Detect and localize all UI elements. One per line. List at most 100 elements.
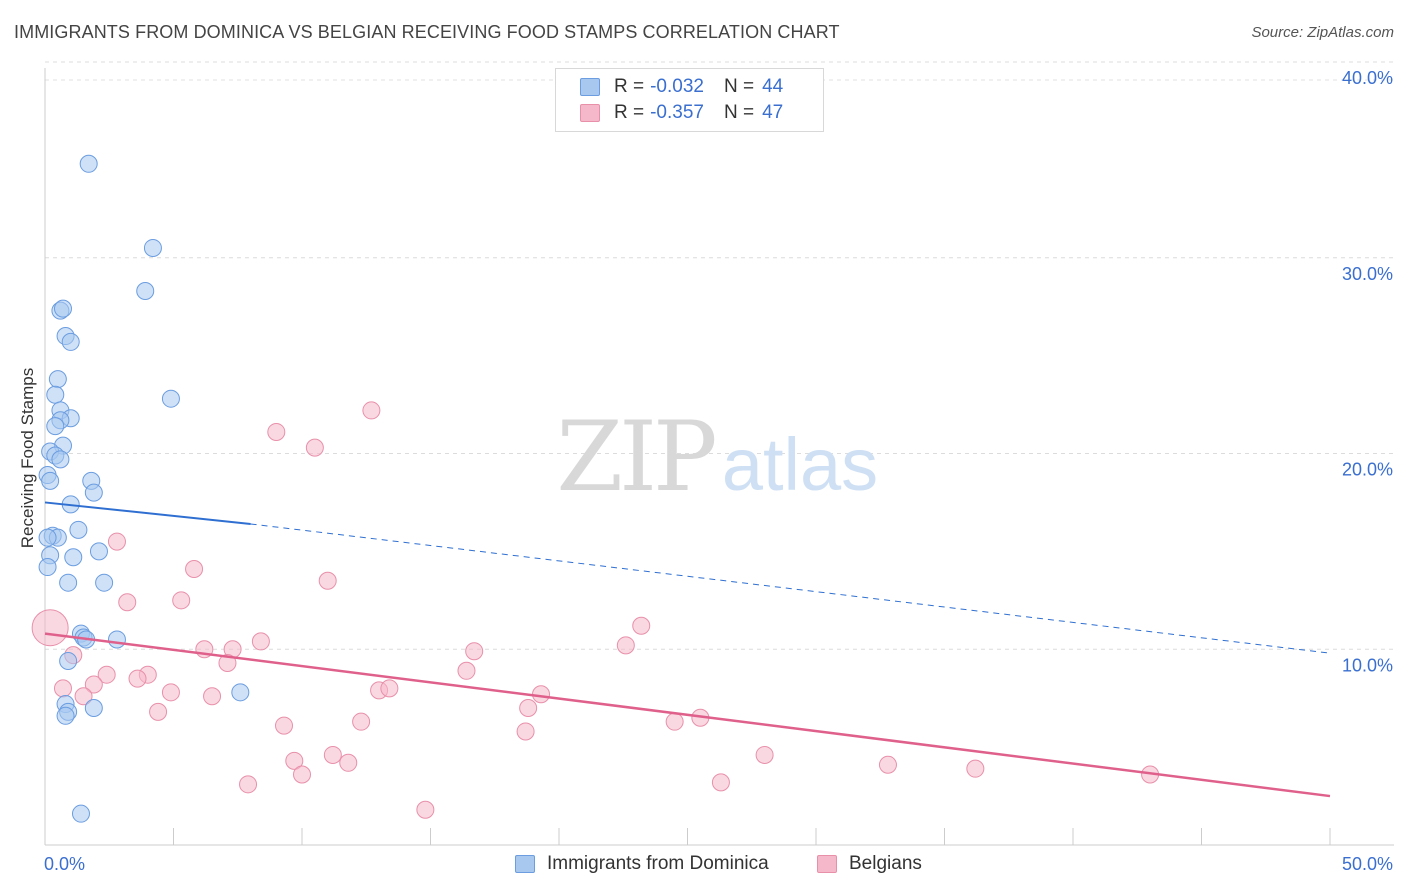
point-dominica [46, 385, 65, 404]
point-belgians [149, 702, 168, 721]
point-belgians [118, 593, 137, 612]
y-tick-label: 40.0% [1342, 68, 1393, 88]
point-dominica [51, 450, 70, 469]
point-dominica [95, 573, 114, 592]
trend-lines [44, 501, 1331, 798]
point-dominica [41, 471, 60, 490]
point-belgians [532, 685, 551, 704]
point-belgians [203, 687, 222, 706]
legend-row-dominica: R = -0.032 N = 44 [580, 75, 783, 99]
legend-r-value: -0.357 [650, 102, 704, 123]
point-belgians [878, 755, 897, 774]
point-dominica [79, 154, 98, 173]
point-belgians [161, 683, 180, 702]
legend-n-label: N = [723, 76, 755, 97]
point-dominica [84, 698, 103, 717]
point-dominica [136, 282, 155, 301]
point-belgians [318, 571, 337, 590]
bottom-legend-swatch-belgians [817, 855, 837, 873]
bottom-legend-dominica: Immigrants from Dominica [515, 852, 769, 876]
legend-swatch-dominica [580, 78, 600, 96]
bottom-legend-swatch-dominica [515, 855, 535, 873]
point-belgians [519, 698, 538, 717]
point-belgians [74, 687, 93, 706]
point-dominica [231, 683, 250, 702]
point-dominica [56, 706, 75, 725]
point-belgians [285, 751, 304, 770]
point-dominica [61, 332, 80, 351]
point-belgians [380, 679, 399, 698]
x-tick-label-max: 50.0% [1342, 854, 1393, 874]
point-belgians [305, 438, 324, 457]
y-tick-label: 10.0% [1342, 655, 1393, 675]
point-belgians [293, 765, 311, 784]
point-dominica [71, 804, 90, 823]
legend-n-label: N = [723, 102, 755, 123]
watermark-atlas: atlas [722, 423, 878, 506]
point-belgians [352, 712, 371, 731]
point-dominica [84, 483, 103, 502]
point-dominica [53, 299, 72, 318]
y-tick-label: 20.0% [1342, 460, 1393, 480]
point-belgians [185, 559, 204, 578]
trend-line-dominica-solid [44, 501, 251, 525]
point-belgians [97, 665, 116, 684]
point-belgians [665, 712, 684, 731]
watermark: ZIP atlas [556, 401, 878, 513]
point-belgians [711, 773, 730, 792]
tick-labels: 10.0% 20.0% 30.0% 40.0% 0.0% 50.0% [44, 68, 1393, 874]
trend-line-belgians [44, 632, 1331, 798]
series-belgians-points [31, 401, 1160, 819]
chart-title: IMMIGRANTS FROM DOMINICA VS BELGIAN RECE… [14, 22, 840, 42]
legend-swatch-belgians [580, 104, 600, 122]
point-dominica [161, 389, 180, 408]
point-belgians [218, 653, 237, 672]
point-belgians [31, 609, 69, 647]
point-dominica [48, 370, 67, 389]
point-belgians [239, 775, 258, 794]
point-dominica [89, 542, 108, 561]
point-belgians [632, 616, 651, 635]
legend-r-label: R = [614, 102, 645, 123]
point-dominica [46, 417, 65, 436]
point-belgians [275, 716, 294, 735]
legend-r-value: -0.032 [650, 76, 704, 97]
point-dominica [143, 238, 162, 257]
point-belgians [339, 753, 358, 772]
trend-line-dominica-dashed [250, 523, 1331, 654]
gridlines [45, 61, 1394, 650]
legend-row-belgians: R = -0.357 N = 47 [580, 101, 783, 125]
point-belgians [416, 800, 435, 819]
stats-legend: R = -0.032 N = 44 R = -0.357 N = 47 [555, 68, 824, 132]
x-tick-label-min: 0.0% [44, 854, 85, 874]
point-belgians [966, 759, 985, 778]
point-dominica [59, 573, 78, 592]
point-belgians [516, 722, 535, 741]
legend-n-value: 44 [762, 76, 784, 97]
bottom-legend-label-dominica: Immigrants from Dominica [547, 853, 769, 874]
bottom-legend-belgians: Belgians [817, 852, 922, 876]
point-belgians [362, 401, 381, 420]
point-dominica [59, 651, 78, 670]
point-dominica [64, 548, 83, 567]
watermark-zip: ZIP [556, 401, 715, 513]
point-dominica [38, 528, 57, 547]
point-belgians [267, 422, 286, 441]
point-belgians [755, 745, 774, 764]
point-belgians [172, 591, 191, 610]
point-belgians [251, 632, 270, 651]
y-tick-label: 30.0% [1342, 264, 1393, 284]
point-belgians [53, 679, 72, 698]
point-belgians [616, 636, 635, 655]
axes [44, 68, 1394, 846]
point-belgians [465, 642, 484, 661]
legend-r-label: R = [614, 76, 645, 97]
series-dominica-points [38, 154, 250, 823]
point-belgians [84, 675, 103, 694]
point-dominica [107, 630, 126, 649]
legend-n-value: 47 [762, 102, 784, 123]
bottom-legend-label-belgians: Belgians [849, 853, 922, 874]
point-dominica [69, 520, 88, 539]
point-belgians [457, 661, 476, 680]
